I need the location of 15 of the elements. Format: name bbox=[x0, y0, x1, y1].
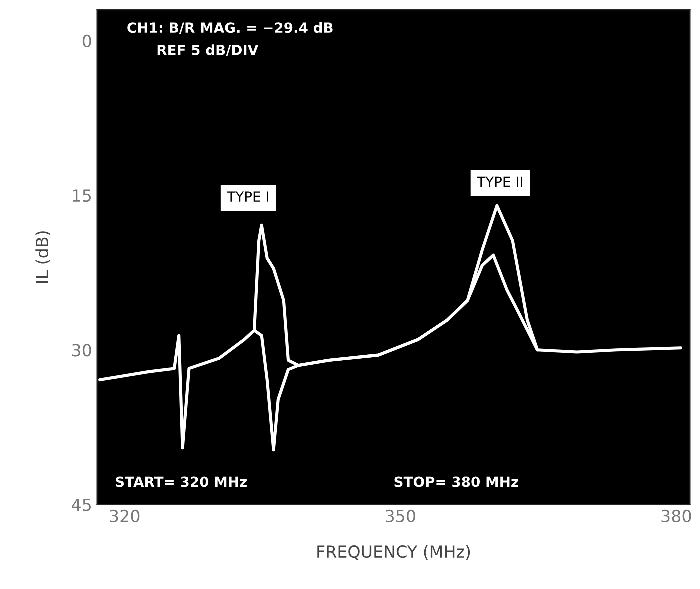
annotation: TYPE I bbox=[227, 192, 268, 202]
x-tick-label: 320 bbox=[110, 510, 140, 523]
annotation: STOP= 380 MHz bbox=[394, 476, 518, 488]
y-tick-label: 15 bbox=[73, 190, 91, 202]
y-tick-label: 30 bbox=[72, 344, 92, 357]
x-axis-title: FREQUENCY (MHz) bbox=[318, 545, 470, 560]
x-tick-label: 380 bbox=[662, 510, 692, 523]
y-axis-title: IL (dB) bbox=[36, 232, 51, 284]
annotation: START= 320 MHz bbox=[116, 476, 247, 488]
annotation: CH1: B/R MAG. = −29.4 dB bbox=[128, 22, 333, 34]
annotation: TYPE II bbox=[477, 176, 522, 188]
y-tick-label: 45 bbox=[72, 498, 91, 512]
y-tick-label: 0 bbox=[82, 34, 92, 48]
x-tick-label: 350 bbox=[386, 510, 416, 523]
annotation: REF 5 dB/DIV bbox=[158, 44, 259, 56]
